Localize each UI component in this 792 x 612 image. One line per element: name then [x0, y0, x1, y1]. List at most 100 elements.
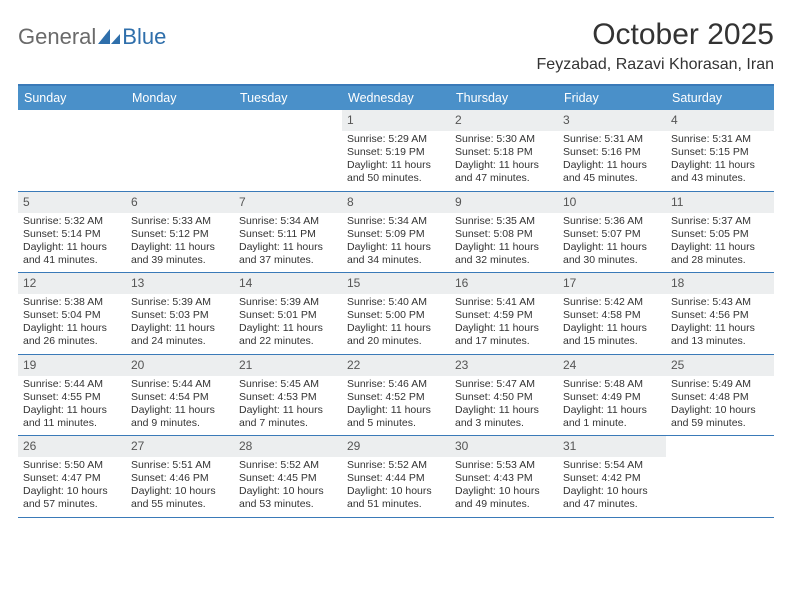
daylight-text: Daylight: 11 hours and 47 minutes.: [455, 159, 553, 185]
header: General Blue October 2025 Feyzabad, Raza…: [18, 18, 774, 74]
daylight-text: Daylight: 10 hours and 53 minutes.: [239, 485, 337, 511]
sunrise-text: Sunrise: 5:31 AM: [563, 133, 661, 146]
day-number: 13: [126, 273, 234, 294]
sunrise-text: Sunrise: 5:41 AM: [455, 296, 553, 309]
sunset-text: Sunset: 5:15 PM: [671, 146, 769, 159]
sunrise-text: Sunrise: 5:42 AM: [563, 296, 661, 309]
day-cell: 1Sunrise: 5:29 AMSunset: 5:19 PMDaylight…: [342, 110, 450, 191]
day-body: Sunrise: 5:34 AMSunset: 5:11 PMDaylight:…: [234, 213, 342, 273]
sunrise-text: Sunrise: 5:44 AM: [131, 378, 229, 391]
day-number: 25: [666, 355, 774, 376]
daylight-text: Daylight: 11 hours and 32 minutes.: [455, 241, 553, 267]
sunset-text: Sunset: 4:55 PM: [23, 391, 121, 404]
day-cell: 17Sunrise: 5:42 AMSunset: 4:58 PMDayligh…: [558, 273, 666, 354]
day-cell: 9Sunrise: 5:35 AMSunset: 5:08 PMDaylight…: [450, 192, 558, 273]
daylight-text: Daylight: 11 hours and 15 minutes.: [563, 322, 661, 348]
day-number: 21: [234, 355, 342, 376]
day-number: 8: [342, 192, 450, 213]
sunset-text: Sunset: 4:50 PM: [455, 391, 553, 404]
day-number: [234, 110, 342, 131]
day-cell: 18Sunrise: 5:43 AMSunset: 4:56 PMDayligh…: [666, 273, 774, 354]
day-number: [126, 110, 234, 131]
day-header-row: Sunday Monday Tuesday Wednesday Thursday…: [18, 86, 774, 110]
day-body: Sunrise: 5:31 AMSunset: 5:16 PMDaylight:…: [558, 131, 666, 191]
daylight-text: Daylight: 11 hours and 39 minutes.: [131, 241, 229, 267]
day-cell: 28Sunrise: 5:52 AMSunset: 4:45 PMDayligh…: [234, 436, 342, 517]
sunset-text: Sunset: 5:03 PM: [131, 309, 229, 322]
sunset-text: Sunset: 4:49 PM: [563, 391, 661, 404]
day-cell: 19Sunrise: 5:44 AMSunset: 4:55 PMDayligh…: [18, 355, 126, 436]
day-body: Sunrise: 5:38 AMSunset: 5:04 PMDaylight:…: [18, 294, 126, 354]
day-header: Tuesday: [234, 86, 342, 110]
day-cell: 20Sunrise: 5:44 AMSunset: 4:54 PMDayligh…: [126, 355, 234, 436]
daylight-text: Daylight: 11 hours and 17 minutes.: [455, 322, 553, 348]
day-body: Sunrise: 5:43 AMSunset: 4:56 PMDaylight:…: [666, 294, 774, 354]
sunset-text: Sunset: 4:47 PM: [23, 472, 121, 485]
day-cell: [234, 110, 342, 191]
day-number: 22: [342, 355, 450, 376]
daylight-text: Daylight: 10 hours and 47 minutes.: [563, 485, 661, 511]
day-body: Sunrise: 5:49 AMSunset: 4:48 PMDaylight:…: [666, 376, 774, 436]
day-cell: 5Sunrise: 5:32 AMSunset: 5:14 PMDaylight…: [18, 192, 126, 273]
day-number: [18, 110, 126, 131]
day-header: Friday: [558, 86, 666, 110]
daylight-text: Daylight: 11 hours and 20 minutes.: [347, 322, 445, 348]
day-header: Thursday: [450, 86, 558, 110]
day-cell: 12Sunrise: 5:38 AMSunset: 5:04 PMDayligh…: [18, 273, 126, 354]
day-body: Sunrise: 5:29 AMSunset: 5:19 PMDaylight:…: [342, 131, 450, 191]
day-cell: 23Sunrise: 5:47 AMSunset: 4:50 PMDayligh…: [450, 355, 558, 436]
day-number: 2: [450, 110, 558, 131]
day-body: Sunrise: 5:41 AMSunset: 4:59 PMDaylight:…: [450, 294, 558, 354]
sunrise-text: Sunrise: 5:47 AM: [455, 378, 553, 391]
sunset-text: Sunset: 4:53 PM: [239, 391, 337, 404]
sunrise-text: Sunrise: 5:51 AM: [131, 459, 229, 472]
day-number: 9: [450, 192, 558, 213]
day-number: 28: [234, 436, 342, 457]
day-body: Sunrise: 5:54 AMSunset: 4:42 PMDaylight:…: [558, 457, 666, 517]
day-number: 23: [450, 355, 558, 376]
day-body: Sunrise: 5:40 AMSunset: 5:00 PMDaylight:…: [342, 294, 450, 354]
daylight-text: Daylight: 11 hours and 34 minutes.: [347, 241, 445, 267]
sunset-text: Sunset: 5:08 PM: [455, 228, 553, 241]
logo: General Blue: [18, 18, 166, 50]
day-number: 16: [450, 273, 558, 294]
day-body: Sunrise: 5:44 AMSunset: 4:54 PMDaylight:…: [126, 376, 234, 436]
sunrise-text: Sunrise: 5:52 AM: [239, 459, 337, 472]
daylight-text: Daylight: 11 hours and 30 minutes.: [563, 241, 661, 267]
day-number: 19: [18, 355, 126, 376]
day-number: 1: [342, 110, 450, 131]
daylight-text: Daylight: 10 hours and 51 minutes.: [347, 485, 445, 511]
day-body: Sunrise: 5:51 AMSunset: 4:46 PMDaylight:…: [126, 457, 234, 517]
day-cell: 27Sunrise: 5:51 AMSunset: 4:46 PMDayligh…: [126, 436, 234, 517]
day-body: Sunrise: 5:32 AMSunset: 5:14 PMDaylight:…: [18, 213, 126, 273]
sunrise-text: Sunrise: 5:48 AM: [563, 378, 661, 391]
day-cell: 29Sunrise: 5:52 AMSunset: 4:44 PMDayligh…: [342, 436, 450, 517]
week-row: 19Sunrise: 5:44 AMSunset: 4:55 PMDayligh…: [18, 355, 774, 437]
day-body: Sunrise: 5:39 AMSunset: 5:01 PMDaylight:…: [234, 294, 342, 354]
daylight-text: Daylight: 11 hours and 50 minutes.: [347, 159, 445, 185]
day-body: Sunrise: 5:30 AMSunset: 5:18 PMDaylight:…: [450, 131, 558, 191]
day-body: Sunrise: 5:33 AMSunset: 5:12 PMDaylight:…: [126, 213, 234, 273]
sunset-text: Sunset: 5:11 PM: [239, 228, 337, 241]
day-number: 26: [18, 436, 126, 457]
sunset-text: Sunset: 4:44 PM: [347, 472, 445, 485]
day-number: 20: [126, 355, 234, 376]
day-cell: 24Sunrise: 5:48 AMSunset: 4:49 PMDayligh…: [558, 355, 666, 436]
day-cell: 10Sunrise: 5:36 AMSunset: 5:07 PMDayligh…: [558, 192, 666, 273]
sunrise-text: Sunrise: 5:39 AM: [131, 296, 229, 309]
day-body: Sunrise: 5:52 AMSunset: 4:44 PMDaylight:…: [342, 457, 450, 517]
day-body: Sunrise: 5:52 AMSunset: 4:45 PMDaylight:…: [234, 457, 342, 517]
day-header: Sunday: [18, 86, 126, 110]
week-row: 12Sunrise: 5:38 AMSunset: 5:04 PMDayligh…: [18, 273, 774, 355]
sunrise-text: Sunrise: 5:54 AM: [563, 459, 661, 472]
day-cell: [666, 436, 774, 517]
logo-sail-icon: [98, 29, 120, 45]
daylight-text: Daylight: 11 hours and 26 minutes.: [23, 322, 121, 348]
day-number: 14: [234, 273, 342, 294]
day-body: Sunrise: 5:36 AMSunset: 5:07 PMDaylight:…: [558, 213, 666, 273]
sunrise-text: Sunrise: 5:52 AM: [347, 459, 445, 472]
day-cell: [126, 110, 234, 191]
day-cell: 25Sunrise: 5:49 AMSunset: 4:48 PMDayligh…: [666, 355, 774, 436]
daylight-text: Daylight: 10 hours and 57 minutes.: [23, 485, 121, 511]
day-cell: 15Sunrise: 5:40 AMSunset: 5:00 PMDayligh…: [342, 273, 450, 354]
